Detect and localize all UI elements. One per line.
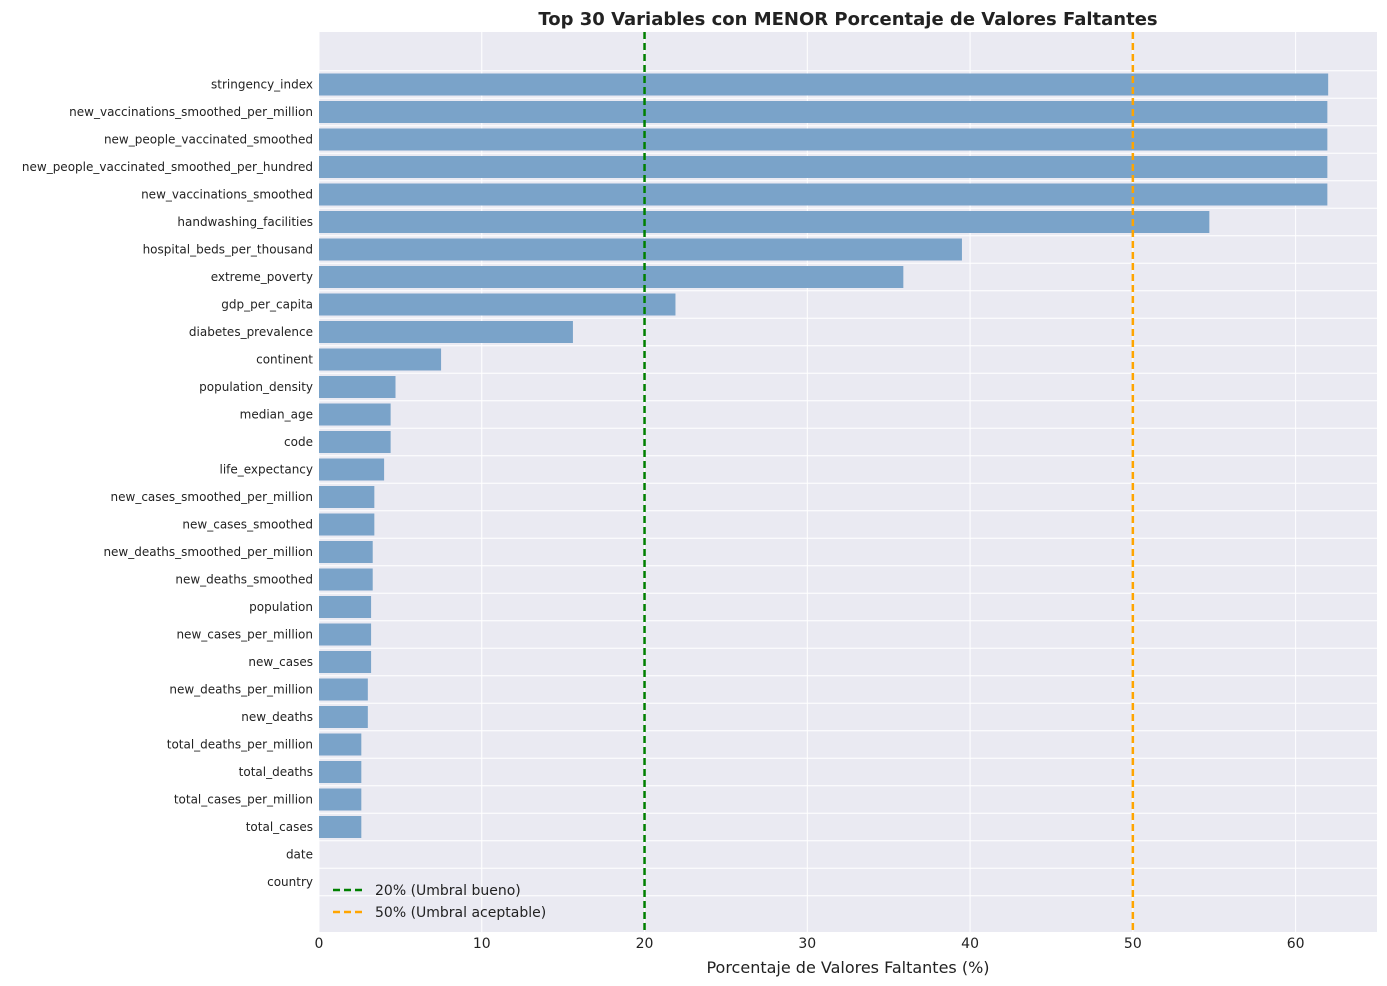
x-tick-label: 60: [1287, 936, 1305, 952]
bar-total_deaths: [319, 761, 362, 783]
y-tick-label: new_deaths_smoothed_per_million: [103, 545, 313, 559]
y-tick-label: new_people_vaccinated_smoothed: [104, 133, 313, 147]
y-tick-label: median_age: [240, 408, 313, 422]
bar-population: [319, 596, 372, 618]
bar-gdp_per_capita: [319, 293, 676, 316]
y-tick-label: new_deaths_per_million: [169, 683, 313, 697]
bar-handwashing_facilities: [319, 211, 1210, 233]
bar-stringency_index: [319, 73, 1329, 96]
x-tick-label: 50: [1124, 936, 1142, 952]
bar-hospital_beds_per_thousand: [319, 238, 962, 261]
bar-new_cases_smoothed: [319, 513, 375, 536]
x-axis-label: Porcentaje de Valores Faltantes (%): [706, 958, 989, 977]
y-tick-label: total_deaths: [239, 765, 313, 779]
y-tick-label: stringency_index: [211, 78, 313, 92]
bar-new_cases: [319, 651, 372, 673]
bar-new_deaths_per_million: [319, 678, 368, 701]
bar-code: [319, 431, 391, 453]
plot-area: 0 10 20 30 40 50 60 stringency_index new_vaccina…: [22, 32, 1377, 952]
bar-new_vaccinations_smoothed: [319, 183, 1328, 206]
y-tick-label: handwashing_facilities: [177, 215, 313, 229]
y-tick-label: new_deaths: [241, 710, 313, 724]
legend-label-1: 20% (Umbral bueno): [375, 883, 521, 899]
bar-continent: [319, 348, 442, 371]
y-tick-label: code: [284, 435, 313, 449]
bar-total_cases_per_million: [319, 788, 362, 811]
y-tick-label: new_vaccinations_smoothed_per_million: [69, 105, 313, 119]
y-tick-label: country: [267, 875, 313, 889]
x-tick-label: 40: [961, 936, 979, 952]
plot-background: [319, 32, 1377, 932]
y-tick-label: new_vaccinations_smoothed: [141, 188, 313, 202]
bar-new_cases_smoothed_per_million: [319, 486, 375, 508]
bar-new_deaths: [319, 706, 368, 728]
bar-new_cases_per_million: [319, 623, 372, 646]
legend-label-2: 50% (Umbral aceptable): [375, 905, 546, 921]
y-tick-label: new_deaths_smoothed: [175, 573, 313, 587]
y-tick-label: hospital_beds_per_thousand: [143, 243, 313, 257]
x-tick-label: 10: [473, 936, 491, 952]
bar-total_deaths_per_million: [319, 733, 362, 756]
bar-new_people_vaccinated_smoothed: [319, 128, 1328, 151]
y-tick-label: gdp_per_capita: [221, 298, 313, 312]
bar-diabetes_prevalence: [319, 321, 573, 343]
y-tick-label: population_density: [199, 380, 313, 394]
y-tick-label: continent: [256, 353, 313, 367]
chart-title: Top 30 Variables con MENOR Porcentaje de…: [538, 9, 1157, 30]
y-tick-label: new_cases_smoothed: [182, 518, 313, 532]
y-tick-label: diabetes_prevalence: [189, 325, 313, 339]
bar-new_deaths_smoothed_per_million: [319, 541, 373, 563]
bar-life_expectancy: [319, 458, 385, 481]
y-tick-label: new_cases_per_million: [176, 628, 313, 642]
y-tick-label: extreme_poverty: [211, 270, 313, 284]
bar-new_people_vaccinated_smoothed_per_hundred: [319, 156, 1328, 178]
y-tick-label: new_cases_smoothed_per_million: [111, 490, 313, 504]
y-tick-label: total_cases_per_million: [174, 793, 313, 807]
bar-total_cases: [319, 816, 362, 838]
y-tick-label: total_cases: [246, 820, 313, 834]
bar-median_age: [319, 403, 391, 426]
y-tick-label: date: [286, 848, 313, 862]
bar-population_density: [319, 376, 396, 398]
y-tick-label: new_cases: [248, 655, 313, 669]
y-tick-label: life_expectancy: [219, 463, 313, 477]
y-tick-label: total_deaths_per_million: [167, 738, 313, 752]
x-tick-label: 0: [315, 936, 324, 952]
bar-extreme_poverty: [319, 266, 904, 288]
bar-new_vaccinations_smoothed_per_million: [319, 101, 1328, 123]
bar-new_deaths_smoothed: [319, 568, 373, 591]
x-tick-label: 30: [798, 936, 816, 952]
y-tick-label: population: [249, 600, 313, 614]
y-tick-label: new_people_vaccinated_smoothed_per_hundr…: [22, 160, 313, 174]
x-tick-label: 20: [636, 936, 654, 952]
